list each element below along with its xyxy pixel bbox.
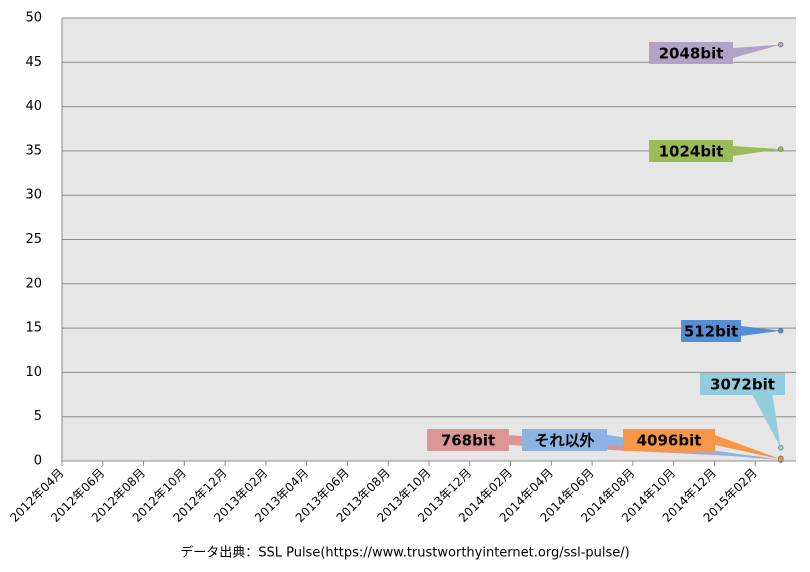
callout-box — [700, 373, 785, 395]
y-tick-label: 35 — [25, 143, 42, 158]
data-point — [777, 444, 784, 451]
y-tick-label: 0 — [34, 454, 42, 469]
y-tick-label: 40 — [25, 99, 42, 114]
callout-box — [522, 429, 607, 451]
legend-label: 512bit — [684, 323, 738, 341]
y-tick-label: 15 — [25, 321, 42, 336]
legend-label: 4096bit — [637, 432, 702, 450]
y-tick-label: 30 — [25, 188, 42, 203]
callout-pointer — [715, 435, 781, 460]
callout-box — [427, 429, 509, 451]
legend-label: 3072bit — [710, 376, 775, 394]
data-point — [777, 328, 784, 334]
y-tick-label: 20 — [25, 276, 42, 291]
y-tick-label: 45 — [25, 55, 42, 70]
y-tick-label: 50 — [25, 11, 42, 26]
callout-pointer — [752, 395, 781, 448]
callout-box — [681, 320, 741, 342]
callout-pointer — [733, 146, 781, 156]
y-tick-label: 25 — [25, 232, 42, 247]
legend-label: 2048bit — [659, 45, 724, 63]
callout-box — [649, 140, 733, 162]
callout-pointer — [741, 326, 781, 336]
callout-box — [649, 42, 733, 64]
data-point — [777, 456, 784, 462]
y-tick-label: 10 — [25, 365, 42, 380]
callout-box — [623, 429, 715, 451]
legend-label: 1024bit — [659, 143, 724, 161]
source-note: データ出典：SSL Pulse(https://www.trustworthyi… — [180, 545, 630, 561]
legend-label: 768bit — [441, 432, 495, 450]
callout-pointer — [733, 44, 781, 58]
legend-label: それ以外 — [534, 432, 594, 450]
data-point — [777, 41, 784, 48]
y-tick-label: 5 — [34, 409, 42, 424]
data-point — [777, 146, 784, 152]
